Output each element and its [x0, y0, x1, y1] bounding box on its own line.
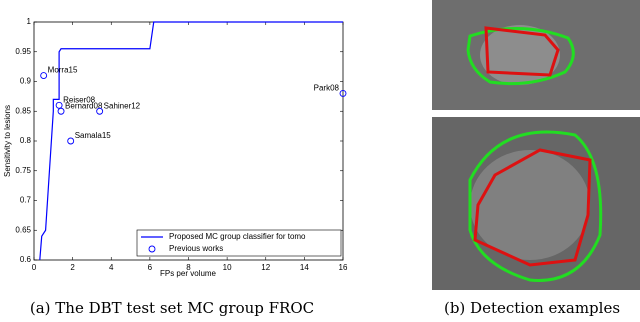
legend-label: Proposed MC group classifier for tomo	[169, 232, 306, 241]
point	[40, 72, 48, 80]
caption: (a) The DBT test set MC group FROC	[30, 299, 314, 317]
y-tick-label: 0.6	[20, 255, 32, 264]
point	[67, 137, 75, 145]
y-tick-label: 0.9	[20, 77, 32, 86]
y-tick-label: 0.85	[15, 106, 31, 115]
x-tick-label: 2	[70, 263, 75, 272]
x-tick-label: 12	[261, 263, 270, 272]
x-tick-label: 10	[223, 263, 232, 272]
x-tick-label: 16	[339, 263, 348, 272]
legend-label: Previous works	[169, 244, 223, 253]
image-top	[432, 0, 640, 110]
point-label: Bernard08	[65, 101, 103, 110]
x-tick-label: 8	[186, 263, 191, 272]
point	[57, 107, 65, 115]
point-label: Samala15	[75, 131, 112, 140]
y-axis-label: Sensitivity to lesions	[3, 105, 12, 177]
point	[55, 101, 63, 109]
point-label: Sahiner12	[104, 101, 141, 110]
y-tick-label: 1	[27, 17, 32, 26]
legend-box	[136, 229, 342, 257]
caption: (b) Detection examples	[444, 299, 620, 317]
plot-frame	[33, 21, 344, 261]
x-tick-label: 6	[148, 263, 153, 272]
y-tick-label: 0.75	[15, 166, 31, 175]
point	[339, 89, 347, 97]
froc-line	[39, 21, 343, 261]
point-label: Park08	[314, 84, 340, 93]
point-label: Morra15	[48, 66, 78, 75]
y-tick-label: 0.8	[20, 136, 32, 145]
x-tick-label: 14	[300, 263, 309, 272]
y-tick-label: 0.7	[20, 196, 32, 205]
legend-swatch	[148, 245, 156, 253]
y-tick-label: 0.65	[15, 225, 31, 234]
image-bottom	[432, 117, 640, 290]
y-tick-label: 0.95	[15, 47, 31, 56]
x-tick-label: 4	[109, 263, 114, 272]
point-label: Reiser08	[63, 95, 96, 104]
point	[96, 107, 104, 115]
x-tick-label: 0	[32, 263, 37, 272]
x-axis-label: FPs per volume	[160, 269, 217, 278]
